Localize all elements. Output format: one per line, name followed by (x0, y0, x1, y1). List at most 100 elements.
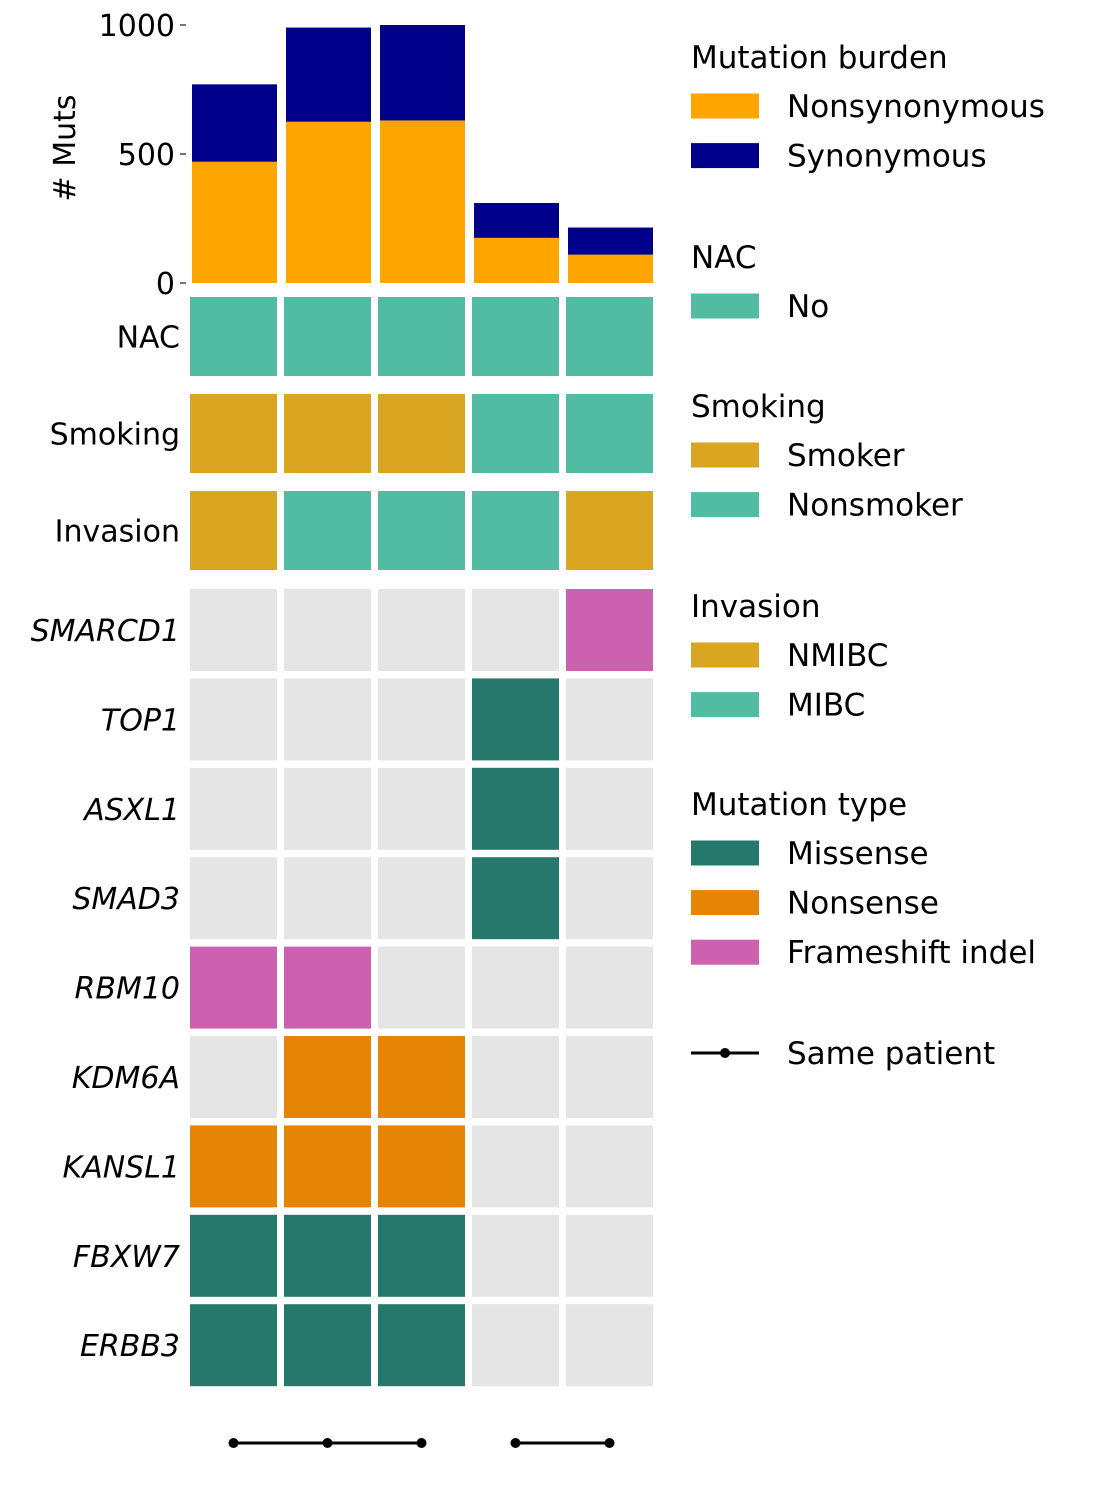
track-cell-smoking (378, 394, 465, 473)
gene-cell-smarcd1 (378, 589, 465, 671)
legend-label-nonsynonymous: Nonsynonymous (787, 89, 1045, 125)
gene-label-kdm6a: KDM6A (72, 1061, 180, 1096)
gene-cell-kdm6a (566, 1036, 653, 1118)
gene-cell-kdm6a (284, 1036, 371, 1118)
bar-synonymous (286, 27, 371, 122)
gene-cell-fbxw7 (566, 1214, 653, 1297)
legend-swatch-nonsynonymous (691, 93, 759, 119)
clinical-tracks-panel: NAC Smoking Invasion (50, 297, 653, 570)
track-cell-invasion (190, 491, 277, 570)
gene-cell-asxl1 (566, 767, 653, 850)
legend-title-nac: NAC (691, 240, 757, 276)
legend-title-mutation-burden: Mutation burden (691, 40, 948, 76)
gene-label-fbxw7: FBXW7 (73, 1240, 180, 1275)
gene-cell-erbb3 (284, 1304, 371, 1387)
gene-label-smad3: SMAD3 (72, 882, 180, 917)
gene-cell-top1 (472, 678, 559, 761)
gene-cell-rbm10 (378, 946, 465, 1029)
gene-cell-kansl1 (284, 1125, 371, 1208)
bar-synonymous (474, 203, 559, 238)
legend-label-smoker: Smoker (787, 438, 905, 474)
track-cell-nac (378, 297, 465, 376)
gene-cell-top1 (378, 678, 465, 761)
gene-cell-smad3 (190, 857, 277, 940)
gene-cell-rbm10 (284, 946, 371, 1029)
gene-cell-kdm6a (378, 1036, 465, 1118)
patient-connector-dot (604, 1438, 615, 1448)
gene-cell-kdm6a (190, 1036, 277, 1118)
legend-swatch-no (691, 293, 759, 319)
gene-cell-erbb3 (190, 1304, 277, 1387)
track-cell-invasion (284, 491, 371, 570)
track-cell-invasion (566, 491, 653, 570)
legend-label-missense: Missense (787, 836, 929, 872)
gene-cell-asxl1 (378, 767, 465, 850)
gene-cell-kansl1 (378, 1125, 465, 1208)
legend-title-smoking: Smoking (691, 389, 826, 425)
gene-cell-erbb3 (566, 1304, 653, 1387)
track-cell-nac (190, 297, 277, 376)
gene-cell-fbxw7 (190, 1214, 277, 1297)
patient-connector-dot (322, 1438, 333, 1448)
track-label-nac: NAC (117, 321, 180, 356)
gene-cell-fbxw7 (472, 1214, 559, 1297)
legend-swatch-synonymous (691, 143, 759, 169)
bar-synonymous (192, 84, 277, 162)
gene-cell-fbxw7 (284, 1214, 371, 1297)
patient-connector-dot (416, 1438, 427, 1448)
gene-cell-smad3 (284, 857, 371, 940)
legend-swatch-nmibc (691, 642, 759, 668)
gene-cell-kdm6a (472, 1036, 559, 1118)
legend-swatch-frameshift-indel (691, 939, 759, 965)
legend-swatch-nonsmoker (691, 492, 759, 518)
mutation-burden-panel: 0 500 1000 # Muts (48, 9, 653, 302)
track-cell-smoking (566, 394, 653, 473)
bar-synonymous (568, 227, 653, 255)
legend-swatch-smoker (691, 442, 759, 468)
patient-connector-dot (510, 1438, 521, 1448)
track-label-invasion: Invasion (55, 515, 180, 550)
gene-label-rbm10: RBM10 (75, 972, 180, 1007)
legend-label-nmibc: NMIBC (787, 638, 888, 674)
gene-cell-smarcd1 (190, 589, 277, 671)
gene-cell-smad3 (566, 857, 653, 940)
gene-cell-rbm10 (190, 946, 277, 1029)
track-cell-invasion (472, 491, 559, 570)
gene-cell-rbm10 (566, 946, 653, 1029)
legend-label-mibc: MIBC (787, 688, 865, 724)
track-cell-smoking (190, 394, 277, 473)
track-cell-nac (566, 297, 653, 376)
track-cell-smoking (284, 394, 371, 473)
track-cell-nac (284, 297, 371, 376)
legend-label-synonymous: Synonymous (787, 139, 987, 175)
legend-swatch-same-patient-dot (720, 1048, 730, 1058)
legend-title-mutation-type: Mutation type (691, 787, 907, 823)
gene-cell-top1 (566, 678, 653, 761)
track-cell-nac (472, 297, 559, 376)
gene-cell-kansl1 (190, 1125, 277, 1208)
gene-cell-erbb3 (378, 1304, 465, 1387)
gene-cell-smarcd1 (566, 589, 653, 671)
gene-label-kansl1: KANSL1 (63, 1150, 180, 1185)
gene-mutation-panel: SMARCD1 TOP1 ASXL1 SMAD3 RBM10 KDM6A KANSL1 FBX… (31, 589, 653, 1387)
gene-cell-smad3 (472, 857, 559, 940)
bar-nonsynonymous (192, 161, 277, 283)
legend: Mutation burden Nonsynonymous Synonymous NA… (691, 40, 1045, 1072)
gene-cell-asxl1 (284, 767, 371, 850)
legend-label-no: No (787, 289, 829, 325)
gene-cell-top1 (284, 678, 371, 761)
gene-label-erbb3: ERBB3 (80, 1329, 180, 1364)
gene-cell-rbm10 (472, 946, 559, 1029)
legend-label-same-patient: Same patient (787, 1036, 995, 1072)
legend-label-nonsmoker: Nonsmoker (787, 488, 963, 524)
gene-cell-erbb3 (472, 1304, 559, 1387)
gene-cell-smarcd1 (472, 589, 559, 671)
y-tick-label: 0 (156, 267, 175, 302)
y-tick-label: 500 (118, 138, 175, 173)
bar-nonsynonymous (474, 237, 559, 283)
gene-cell-smarcd1 (284, 589, 371, 671)
gene-cell-top1 (190, 678, 277, 761)
gene-cell-kansl1 (566, 1125, 653, 1208)
gene-cell-smad3 (378, 857, 465, 940)
